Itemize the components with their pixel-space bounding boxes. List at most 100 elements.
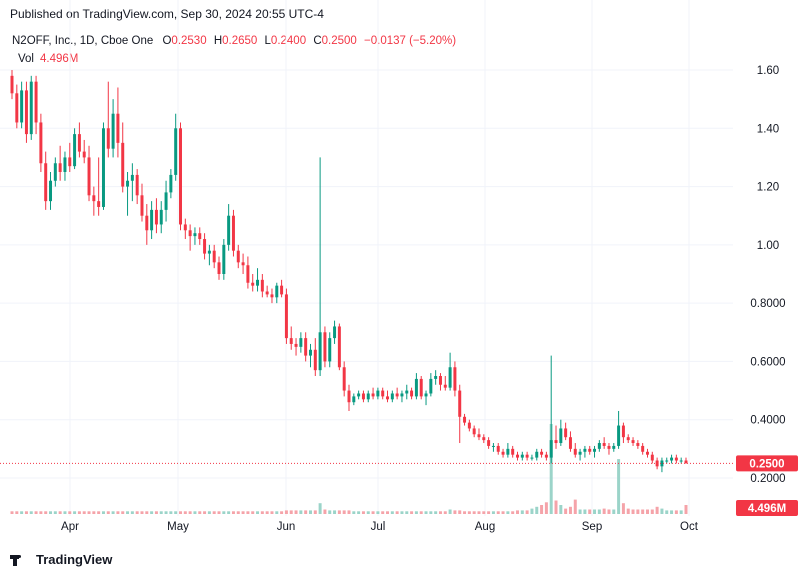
candle-body[interactable] xyxy=(280,285,284,295)
candle-body[interactable] xyxy=(342,367,346,391)
candle-body[interactable] xyxy=(501,451,505,455)
candle-body[interactable] xyxy=(443,384,447,388)
candle-body[interactable] xyxy=(414,378,418,397)
candle-body[interactable] xyxy=(77,134,81,152)
candle-body[interactable] xyxy=(126,180,130,187)
candle-body[interactable] xyxy=(621,425,625,438)
candle-body[interactable] xyxy=(39,122,43,164)
candle-body[interactable] xyxy=(559,428,563,444)
candle-body[interactable] xyxy=(626,437,630,441)
candle-body[interactable] xyxy=(328,338,332,362)
candle-body[interactable] xyxy=(101,128,105,207)
candle-body[interactable] xyxy=(540,451,544,455)
candle-body[interactable] xyxy=(58,163,62,172)
candle-body[interactable] xyxy=(207,250,211,254)
candle-body[interactable] xyxy=(631,440,635,444)
candle-body[interactable] xyxy=(371,393,375,397)
candle-body[interactable] xyxy=(525,454,529,458)
candle-body[interactable] xyxy=(15,93,19,123)
candle-body[interactable] xyxy=(467,422,471,429)
candle-body[interactable] xyxy=(617,425,621,446)
candle-body[interactable] xyxy=(357,393,361,397)
candle-body[interactable] xyxy=(92,195,96,202)
candle-body[interactable] xyxy=(236,250,240,263)
candle-body[interactable] xyxy=(511,448,515,455)
candle-body[interactable] xyxy=(670,457,674,461)
candle-body[interactable] xyxy=(429,378,433,394)
candle-body[interactable] xyxy=(265,291,269,295)
candle-body[interactable] xyxy=(106,128,110,149)
candle-body[interactable] xyxy=(29,81,33,135)
candle-body[interactable] xyxy=(578,451,582,455)
candle-body[interactable] xyxy=(82,151,86,158)
candle-body[interactable] xyxy=(68,157,72,167)
candle-body[interactable] xyxy=(251,282,255,286)
candle-body[interactable] xyxy=(564,428,568,438)
candle-body[interactable] xyxy=(530,457,534,459)
candle-body[interactable] xyxy=(607,445,611,449)
candle-body[interactable] xyxy=(516,454,519,458)
candle-body[interactable] xyxy=(63,157,67,172)
candle-body[interactable] xyxy=(284,294,288,339)
candle-body[interactable] xyxy=(313,349,317,371)
candle-body[interactable] xyxy=(121,142,125,187)
candle-body[interactable] xyxy=(179,128,182,225)
candle-body[interactable] xyxy=(477,434,481,438)
candle-body[interactable] xyxy=(318,332,322,371)
candle-body[interactable] xyxy=(674,457,678,461)
candle-body[interactable] xyxy=(568,437,572,449)
candle-body[interactable] xyxy=(140,195,144,216)
candle-body[interactable] xyxy=(188,230,192,237)
candle-body[interactable] xyxy=(323,332,327,362)
footer-brand[interactable]: TradingView xyxy=(36,552,113,567)
candle-body[interactable] xyxy=(650,454,654,461)
candle-body[interactable] xyxy=(231,215,235,251)
candle-body[interactable] xyxy=(448,367,452,388)
candle-body[interactable] xyxy=(299,338,303,347)
candle-body[interactable] xyxy=(73,134,77,167)
candle-body[interactable] xyxy=(573,448,577,455)
candle-body[interactable] xyxy=(487,440,491,446)
candle-body[interactable] xyxy=(593,448,597,452)
candle-body[interactable] xyxy=(87,157,91,196)
candle-body[interactable] xyxy=(554,440,558,444)
candle-body[interactable] xyxy=(164,192,168,210)
candle-body[interactable] xyxy=(463,416,467,423)
candle-body[interactable] xyxy=(400,393,404,397)
candle-body[interactable] xyxy=(684,460,688,464)
candle-body[interactable] xyxy=(544,454,548,458)
candle-body[interactable] xyxy=(679,460,683,462)
candle-body[interactable] xyxy=(49,180,53,202)
candle-body[interactable] xyxy=(535,451,539,458)
candle-body[interactable] xyxy=(227,215,231,245)
candle-body[interactable] xyxy=(308,349,312,356)
symbol-name[interactable]: N2OFF, Inc., 1D, Cboe One xyxy=(12,35,154,47)
candle-body[interactable] xyxy=(458,390,462,417)
candle-body[interactable] xyxy=(256,279,260,286)
candle-body[interactable] xyxy=(395,393,399,397)
candle-body[interactable] xyxy=(636,443,640,446)
candle-body[interactable] xyxy=(660,460,664,467)
candle-body[interactable] xyxy=(337,326,341,368)
candle-body[interactable] xyxy=(34,81,38,123)
candle-body[interactable] xyxy=(116,113,120,143)
candle-body[interactable] xyxy=(496,445,500,452)
candle-body[interactable] xyxy=(294,343,298,347)
candle-body[interactable] xyxy=(198,233,202,240)
candle-body[interactable] xyxy=(145,215,149,231)
candle-body[interactable] xyxy=(361,393,365,400)
candle-body[interactable] xyxy=(44,163,48,202)
candle-body[interactable] xyxy=(203,239,207,254)
candle-body[interactable] xyxy=(183,224,187,231)
candle-body[interactable] xyxy=(482,437,486,441)
candle-body[interactable] xyxy=(174,128,178,175)
candle-body[interactable] xyxy=(217,262,221,274)
candle-body[interactable] xyxy=(491,445,495,447)
candle-body[interactable] xyxy=(222,244,226,274)
candle-body[interactable] xyxy=(597,443,601,449)
candle-body[interactable] xyxy=(386,396,390,400)
candle-body[interactable] xyxy=(135,174,139,196)
candle-body[interactable] xyxy=(246,265,250,283)
candle-body[interactable] xyxy=(506,448,510,455)
